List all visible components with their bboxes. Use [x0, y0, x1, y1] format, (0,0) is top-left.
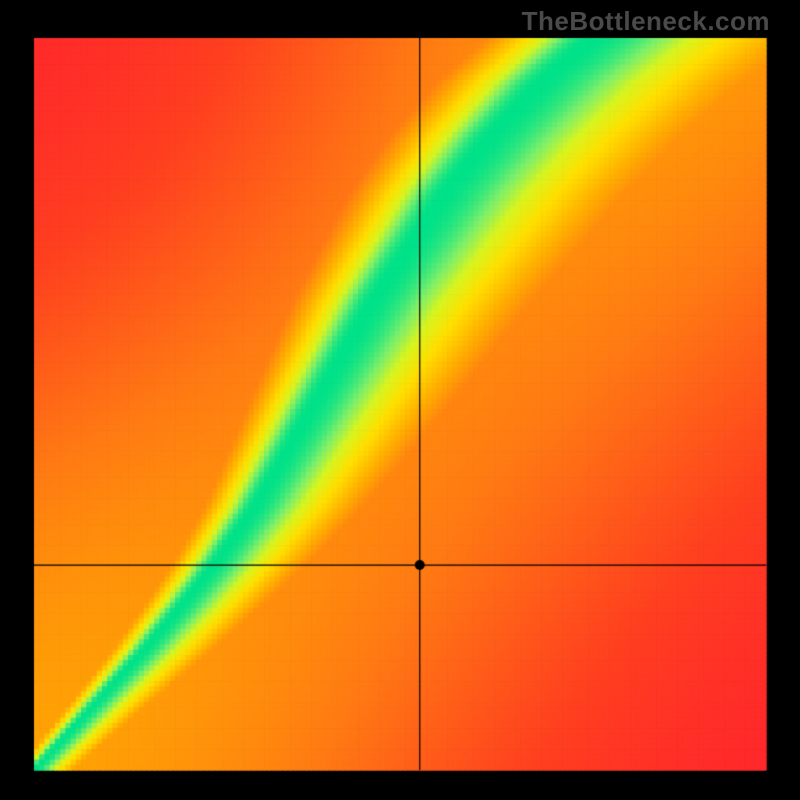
bottleneck-heatmap [0, 0, 800, 800]
watermark-text: TheBottleneck.com [522, 6, 770, 37]
